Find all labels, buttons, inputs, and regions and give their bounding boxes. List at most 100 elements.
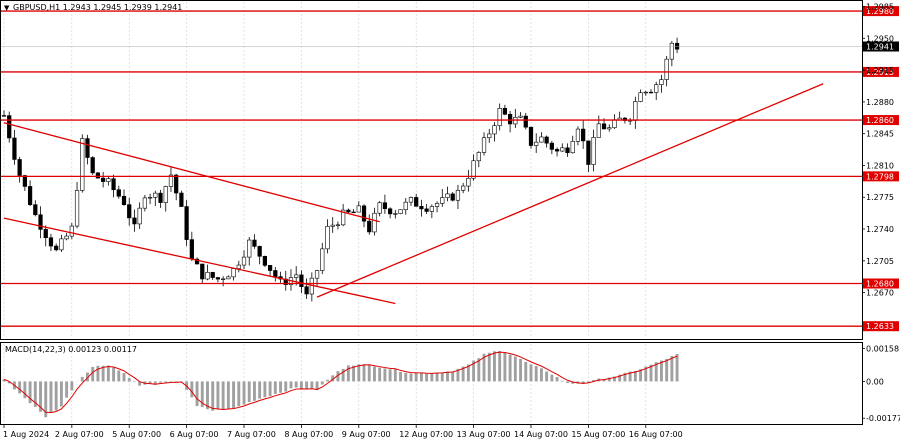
candle-body	[372, 212, 377, 233]
candle-body	[1, 115, 7, 117]
level-label-box	[863, 321, 899, 332]
candle-body	[440, 197, 445, 204]
date-tick-label: 1 Aug 2024	[3, 430, 49, 439]
candle-body	[367, 220, 372, 233]
candle-body	[231, 268, 236, 278]
candle-body	[38, 214, 43, 230]
candle-body	[586, 140, 591, 165]
candle-body	[492, 125, 497, 135]
candle-body	[163, 186, 168, 203]
date-tick-label: 2 Aug 07:00	[55, 430, 104, 439]
candle-body	[351, 211, 356, 214]
candle-body	[267, 265, 273, 271]
candle-body	[429, 206, 434, 212]
candle-body	[638, 92, 643, 102]
price-tick-label: 1.2670	[866, 289, 894, 298]
level-label-box	[863, 171, 899, 182]
price-tick-label: 1.2915	[866, 66, 894, 75]
candle-body	[80, 138, 85, 191]
candle-body	[544, 136, 549, 144]
candle-body	[461, 185, 466, 191]
candle-body	[179, 192, 184, 207]
price-panel-frame	[0, 0, 863, 340]
date-tick-label: 15 Aug 07:00	[571, 430, 625, 439]
level-label-box	[863, 115, 899, 126]
candle-body	[48, 237, 54, 247]
candle-body	[341, 209, 346, 226]
candle-body	[116, 189, 121, 197]
candle-body	[466, 177, 471, 187]
candle-body	[481, 137, 487, 153]
date-tick-label: 13 Aug 07:00	[457, 430, 511, 439]
candle-body	[549, 142, 554, 150]
price-tick-label: 1.2950	[866, 34, 894, 43]
candle-body	[142, 197, 147, 209]
candle-body	[226, 276, 231, 280]
date-tick-label: 5 Aug 07:00	[112, 430, 161, 439]
candle-body	[168, 174, 174, 187]
candle-body	[236, 264, 241, 269]
level-label: 1.2798	[866, 172, 894, 181]
candle-body	[252, 239, 257, 247]
candle-body	[194, 258, 200, 265]
candle-body	[85, 138, 90, 158]
candle-body	[147, 197, 153, 199]
candle-body	[565, 147, 570, 154]
candle-body	[221, 278, 226, 280]
level-label: 1.2860	[866, 116, 894, 125]
candle-body	[200, 263, 205, 280]
candle-body	[476, 152, 481, 162]
price-chart-title: GBPUSD,H1 1.2943 1.2945 1.2939 1.2941	[13, 3, 182, 12]
candle-body	[570, 141, 575, 154]
candle-body	[377, 202, 382, 214]
level-label: 1.2980	[866, 7, 894, 16]
date-tick-label: 7 Aug 07:00	[227, 430, 276, 439]
candle-body	[294, 274, 299, 278]
date-tick-label: 16 Aug 07:00	[629, 430, 683, 439]
candle-body	[95, 172, 101, 179]
candle-body	[487, 133, 492, 139]
candle-body	[241, 256, 247, 266]
trend-line	[316, 83, 824, 298]
candle-body	[299, 274, 304, 288]
candle-body	[346, 209, 351, 213]
candle-body	[455, 189, 461, 201]
candle-body	[554, 149, 560, 152]
candle-body	[7, 115, 12, 139]
candle-body	[591, 137, 596, 165]
candle-body	[101, 177, 106, 182]
candle-body	[356, 205, 361, 213]
candle-body	[669, 42, 674, 60]
candle-body	[601, 123, 607, 130]
candle-body	[523, 115, 528, 128]
date-tick-label: 8 Aug 07:00	[284, 430, 333, 439]
candle-body	[273, 270, 278, 277]
candle-body	[90, 157, 95, 174]
candle-body	[607, 127, 612, 130]
current-price-label: 1.2941	[866, 42, 894, 51]
candle-body	[111, 178, 116, 191]
level-label-box	[863, 66, 899, 77]
price-tick-label: 1.2775	[866, 193, 894, 202]
price-title-arrow: ▼	[4, 4, 10, 12]
candle-body	[534, 141, 539, 146]
candle-body	[121, 195, 127, 205]
candle-body	[414, 197, 419, 207]
candle-body	[434, 203, 440, 207]
candle-body	[387, 208, 393, 215]
level-label: 1.2633	[866, 322, 894, 331]
candle-body	[643, 91, 648, 94]
candle-body	[471, 160, 476, 179]
price-tick-label: 1.2740	[866, 225, 894, 234]
candle-body	[633, 101, 638, 121]
candle-body	[59, 238, 64, 251]
macd-signal-line	[3, 351, 678, 414]
candle-body	[257, 246, 262, 257]
level-label: 1.2913	[866, 68, 894, 77]
candle-body	[158, 192, 163, 203]
candle-body	[43, 229, 48, 239]
macd-panel-frame	[0, 342, 863, 425]
candle-body	[393, 213, 398, 215]
candle-body	[12, 137, 17, 160]
